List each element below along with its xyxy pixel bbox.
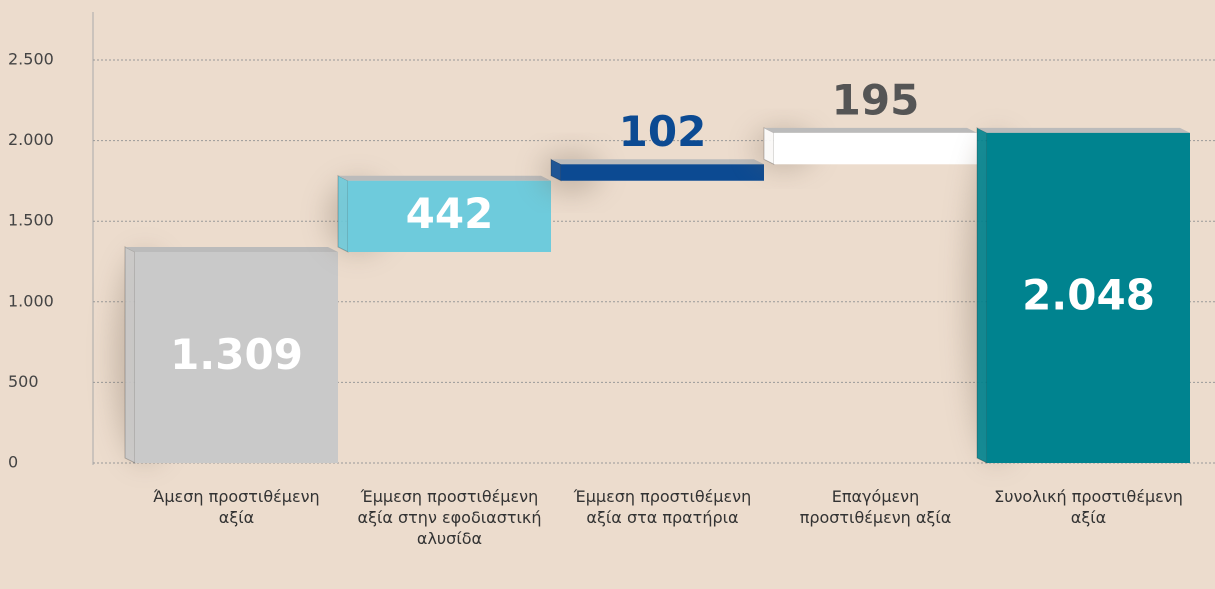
- bar-side: [337, 174, 349, 253]
- bar: [774, 132, 977, 165]
- bar-side: [976, 127, 988, 464]
- x-tick-label: Έμμεση προστιθέμενη αξία στην εφοδιαστικ…: [357, 487, 542, 548]
- y-tick-label: 500: [8, 372, 39, 391]
- x-tick-label: Άμεση προστιθέμενη αξία: [153, 487, 320, 527]
- bar-top: [338, 175, 551, 181]
- bar-side: [763, 127, 775, 166]
- x-tick-label: Επαγόμενη προστιθέμενη αξία: [799, 487, 952, 527]
- bar-top: [764, 127, 977, 133]
- bar: [135, 251, 338, 463]
- value-label: 1.309: [170, 330, 303, 379]
- value-label: 2.048: [1022, 270, 1155, 319]
- value-label: 102: [619, 107, 707, 156]
- bar: [561, 164, 764, 181]
- value-label: 442: [406, 189, 494, 238]
- bar-side: [124, 246, 136, 464]
- x-tick-label: Έμμεση προστιθέμενη αξία στα πρατήρια: [573, 487, 752, 527]
- bar-top: [125, 246, 338, 252]
- bar: [987, 132, 1190, 463]
- y-tick-label: 1.500: [8, 211, 54, 230]
- x-tick-label: Συνολική προστιθέμενη αξία: [994, 487, 1183, 527]
- y-tick-label: 0: [8, 453, 18, 472]
- y-tick-label: 1.000: [8, 291, 54, 310]
- bar: [348, 180, 551, 252]
- value-label: 195: [832, 75, 920, 124]
- y-tick-label: 2.000: [8, 130, 54, 149]
- bar-top: [551, 159, 764, 165]
- y-tick-label: 2.500: [8, 50, 54, 69]
- bar-top: [977, 127, 1190, 133]
